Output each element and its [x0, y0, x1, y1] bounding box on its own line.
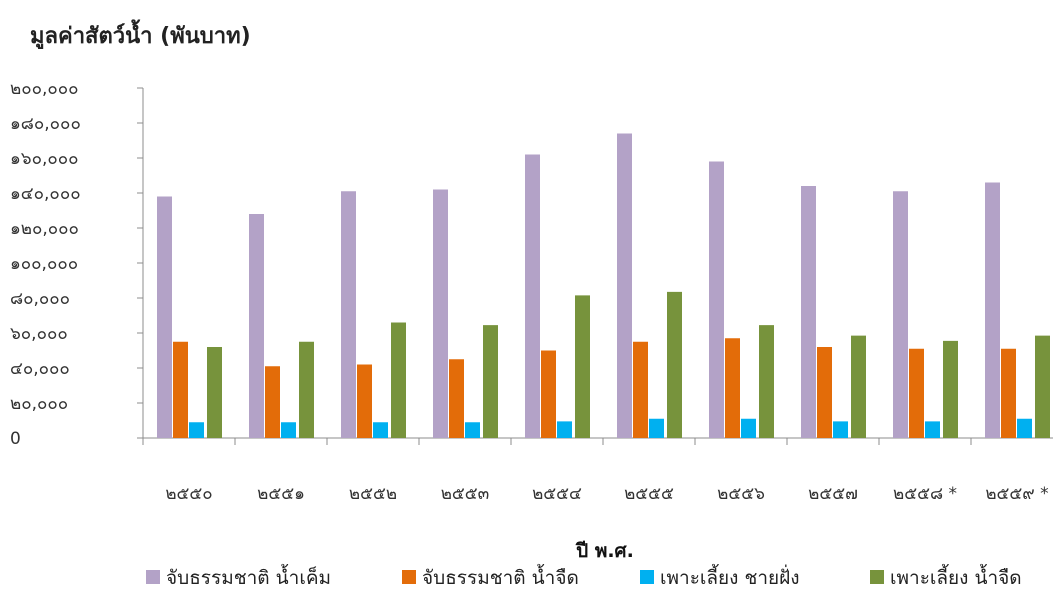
y-tick-label: ๔๐,๐๐๐: [10, 359, 70, 379]
x-tick-label: ๒๕๕๐: [165, 484, 212, 504]
bar: [207, 347, 222, 438]
bar: [633, 341, 648, 438]
bar: [1017, 418, 1032, 438]
bar: [249, 214, 264, 438]
bar: [483, 325, 498, 438]
x-tick-label: ๒๕๕๗: [808, 484, 858, 504]
bar: [943, 340, 958, 438]
bar: [617, 133, 632, 438]
legend-swatch: [640, 570, 654, 584]
y-axis: 0 ๒๐,๐๐๐ ๔๐,๐๐๐ ๖๐,๐๐๐ ๘๐,๐๐๐ ๑๐๐,๐๐๐ ๑๒๐,๐๐๐ ๑…: [10, 79, 144, 449]
bar: [265, 366, 280, 438]
bar: [1035, 335, 1050, 438]
x-tick-label: ๒๕๕๓: [441, 484, 490, 504]
bar: [557, 421, 572, 438]
x-tick-label: ๒๕๕๙ *: [985, 484, 1048, 504]
legend: จับธรรมชาติ น้ำเค็ม จับธรรมชาติ น้ำจืด เพา…: [146, 564, 1022, 589]
x-axis: [142, 437, 1053, 445]
bar: [575, 295, 590, 438]
bar: [833, 421, 848, 438]
bar: [759, 325, 774, 438]
bar: [541, 350, 556, 438]
x-tick-label: ๒๕๕๘ *: [893, 484, 957, 504]
bar: [157, 196, 172, 438]
y-tick-label: ๑๔๐,๐๐๐: [10, 184, 81, 204]
chart-title: มูลค่าสัตว์น้ำ (พันบาท): [30, 19, 251, 50]
legend-label: เพาะเลี้ยง น้ำจืด: [890, 564, 1022, 589]
bar: [925, 421, 940, 438]
bar: [667, 291, 682, 438]
bar: [725, 338, 740, 438]
bar: [357, 364, 372, 438]
bar: [299, 341, 314, 438]
legend-label: จับธรรมชาติ น้ำจืด: [422, 564, 579, 589]
y-tick-label: 0: [10, 429, 21, 449]
bar: [465, 422, 480, 438]
y-tick-label: ๒๐๐,๐๐๐: [10, 79, 79, 99]
bar: [909, 348, 924, 438]
bar: [851, 335, 866, 438]
y-tick-label: ๒๐,๐๐๐: [10, 394, 68, 414]
bar: [1001, 348, 1016, 438]
legend-swatch: [870, 570, 884, 584]
bar: [741, 418, 756, 438]
bar: [525, 154, 540, 438]
bar: [189, 422, 204, 438]
bar: [281, 422, 296, 438]
plot-area: [157, 133, 1050, 438]
bar: [985, 182, 1000, 438]
x-tick-label: ๒๕๕๖: [717, 484, 765, 504]
bar: [433, 189, 448, 438]
y-tick-label: ๑๐๐,๐๐๐: [10, 254, 78, 274]
legend-label: เพาะเลี้ยง ชายฝั่ง: [660, 564, 800, 589]
bar: [373, 422, 388, 438]
bar: [391, 322, 406, 438]
bar: [649, 418, 664, 438]
x-tick-labels: ๒๕๕๐ ๒๕๕๑ ๒๕๕๒ ๒๕๕๓ ๒๕๕๔ ๒๕๕๕ ๒๕๕๖ ๒๕๕๗ ๒๕๕๘ * ๒๕…: [165, 484, 1048, 504]
bar: [801, 186, 816, 438]
y-tick-label: ๑๖๐,๐๐๐: [10, 149, 79, 169]
x-tick-label: ๒๕๕๕: [624, 484, 674, 504]
bar: [341, 191, 356, 438]
bar: [817, 347, 832, 438]
x-axis-label: ปี พ.ศ.: [575, 540, 633, 562]
y-tick-label: ๑๒๐,๐๐๐: [10, 219, 79, 239]
x-tick-label: ๒๕๕๑: [257, 484, 305, 504]
y-tick-label: ๑๘๐,๐๐๐: [10, 114, 81, 134]
x-tick-label: ๒๕๕๒: [349, 484, 397, 504]
bar: [893, 191, 908, 438]
legend-swatch: [146, 570, 160, 584]
bar: [173, 341, 188, 438]
legend-label: จับธรรมชาติ น้ำเค็ม: [166, 564, 331, 589]
bar: [449, 359, 464, 438]
y-tick-label: ๖๐,๐๐๐: [10, 324, 68, 344]
bar: [709, 161, 724, 438]
y-tick-label: ๘๐,๐๐๐: [10, 289, 70, 309]
legend-swatch: [402, 570, 416, 584]
x-tick-label: ๒๕๕๔: [532, 484, 582, 504]
